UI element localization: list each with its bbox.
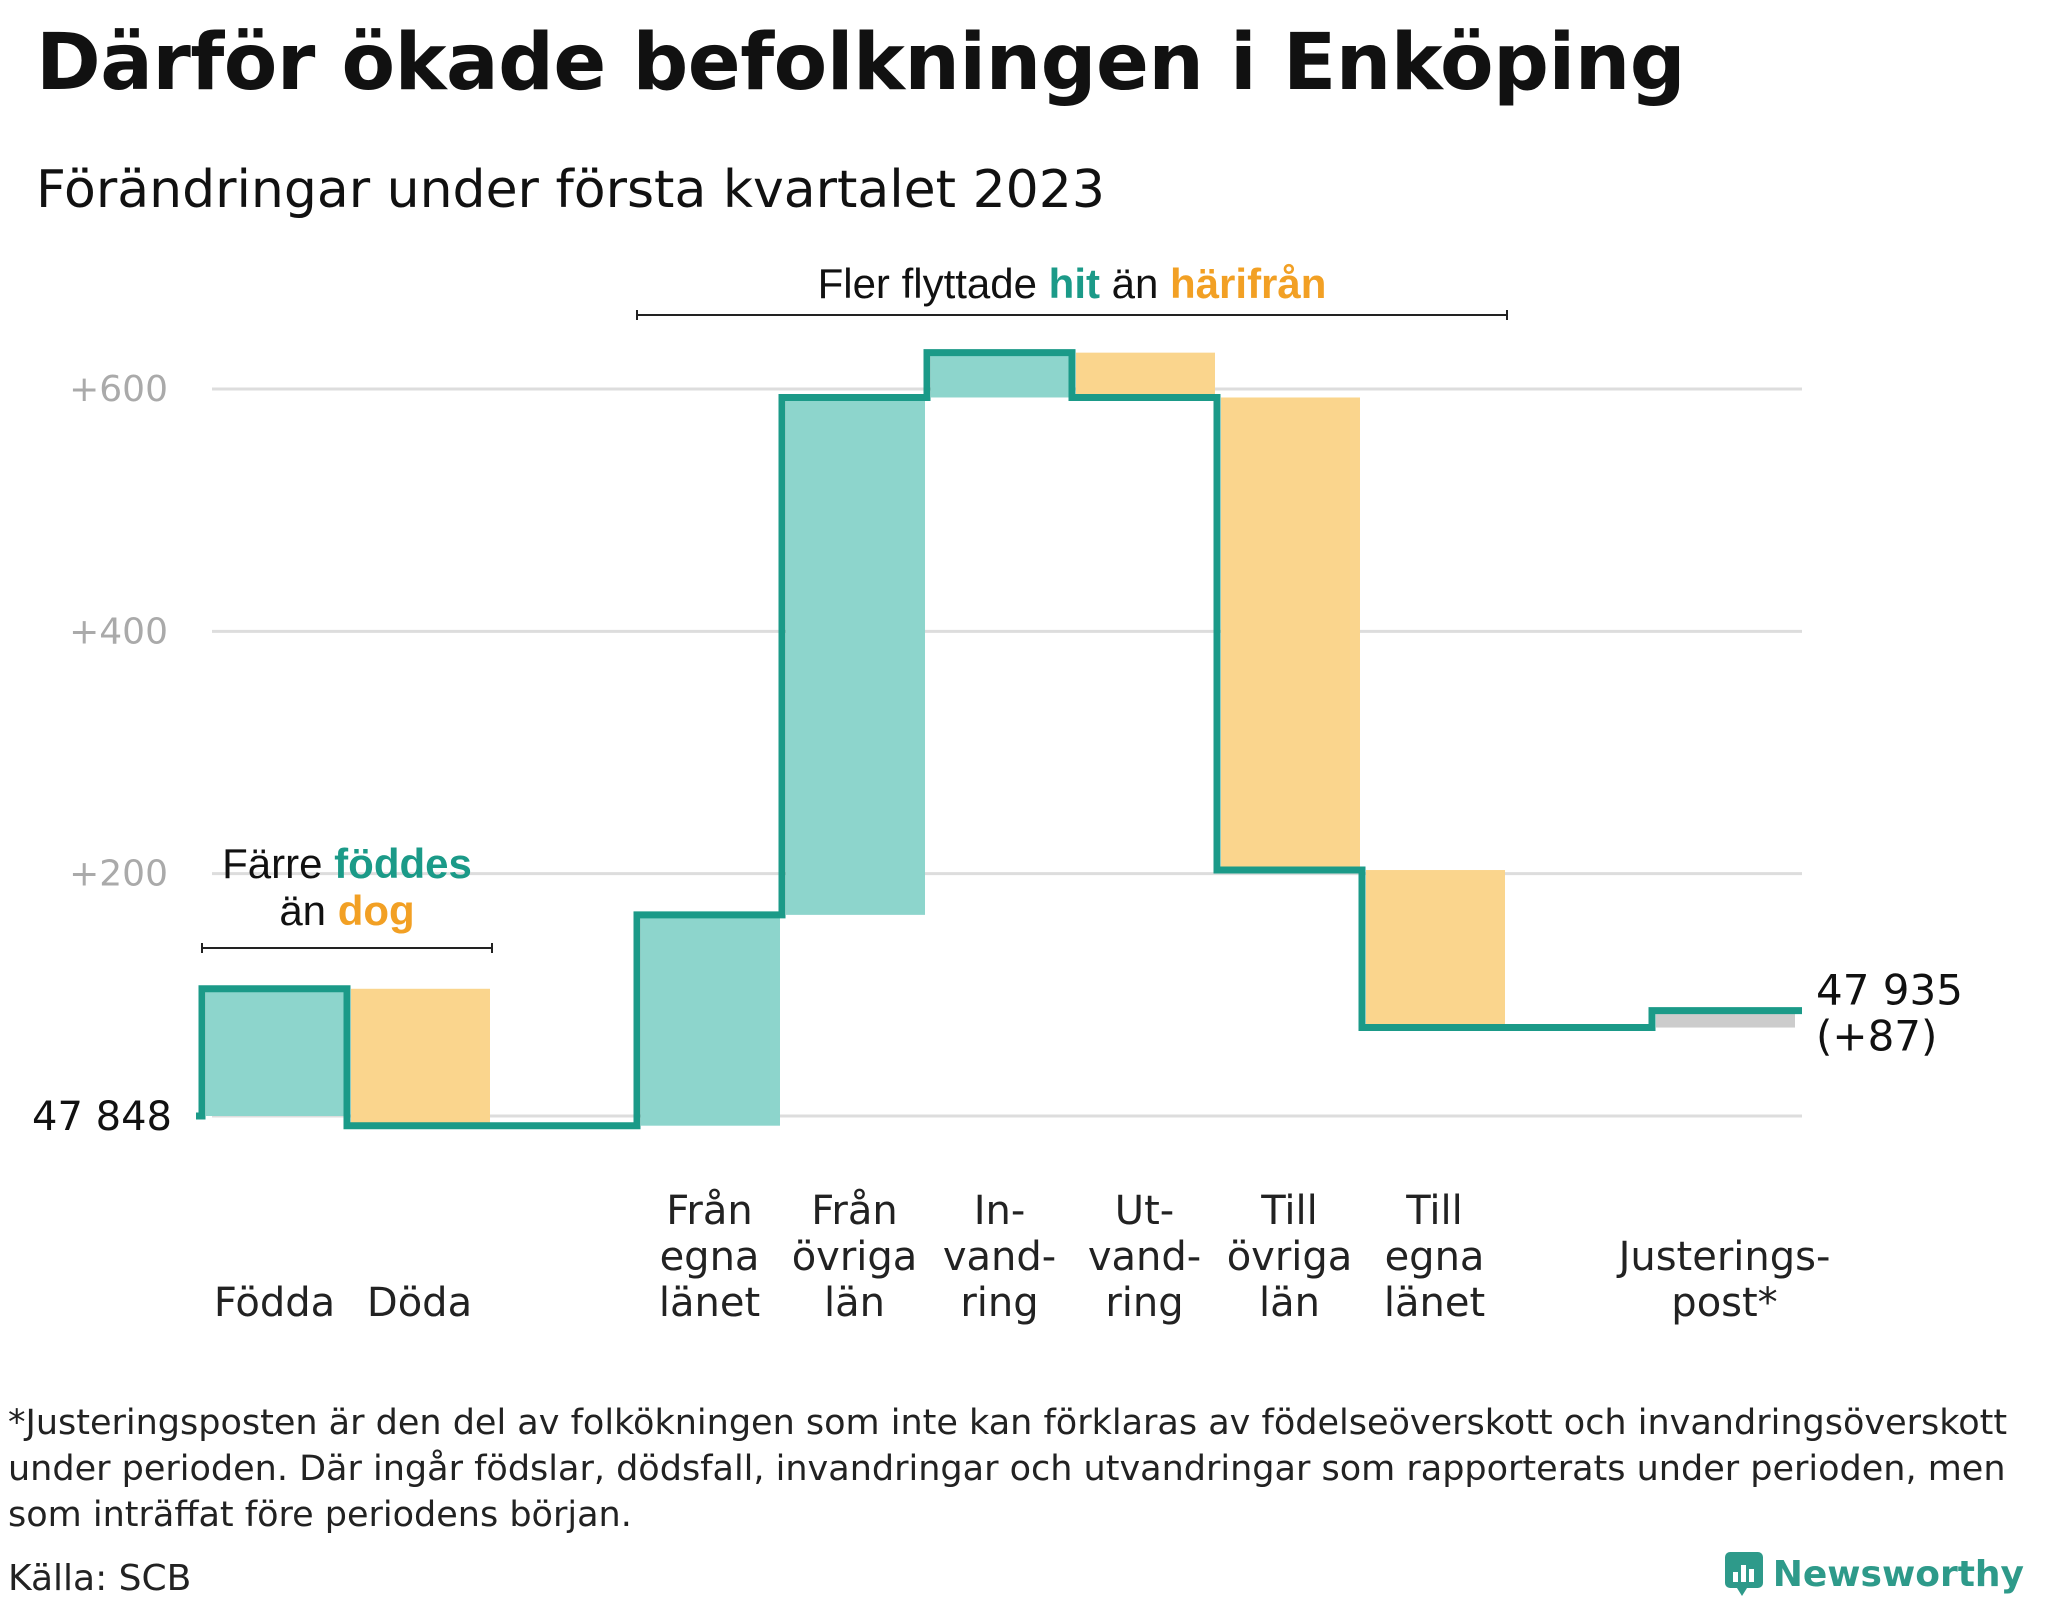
x-category-label: län xyxy=(824,1280,885,1326)
x-category-label: egna xyxy=(1385,1234,1485,1280)
brand-name: Newsworthy xyxy=(1772,1553,2024,1595)
x-category-label: Döda xyxy=(367,1280,472,1326)
annotation-births-deaths-line2: än dog xyxy=(279,887,414,934)
waterfall-bar xyxy=(1366,870,1505,1028)
waterfall-bar xyxy=(1076,352,1215,398)
x-category-label: egna xyxy=(660,1234,760,1280)
annotation-text-part: Fler flyttade xyxy=(818,260,1049,307)
x-category-label: Till xyxy=(1405,1188,1463,1234)
x-category-label: övriga xyxy=(792,1234,918,1280)
chart-title: Därför ökade befolkningen i Enköping xyxy=(36,18,1686,108)
annotation-migration: Fler flyttade hit än härifrån xyxy=(818,260,1327,307)
waterfall-bar xyxy=(206,988,345,1116)
y-tick-label: +200 xyxy=(69,854,168,895)
annotation-text-part: hit xyxy=(1049,260,1100,307)
y-tick-label: +600 xyxy=(69,369,168,410)
x-category-label: Justerings- xyxy=(1616,1234,1831,1280)
start-value-label: 47 848 xyxy=(32,1094,172,1140)
cumulative-step-line xyxy=(196,349,1802,1130)
annotation-text-part: Färre xyxy=(222,840,334,887)
x-category-label: länet xyxy=(1384,1280,1485,1326)
annotation-text-part: än xyxy=(1100,260,1170,307)
annotation-births-deaths-line1: Färre föddes xyxy=(222,840,472,887)
x-category-label: Ut- xyxy=(1115,1188,1174,1234)
x-category-label: länet xyxy=(659,1280,760,1326)
end-change-label: (+87) xyxy=(1816,1012,1937,1061)
waterfall-bar xyxy=(641,914,780,1126)
x-category-label: vand- xyxy=(943,1234,1056,1280)
x-category-label: Från xyxy=(666,1188,752,1234)
footnote: *Justeringsposten är den del av folkökni… xyxy=(8,1403,2008,1535)
annotation-text-part: föddes xyxy=(334,840,472,887)
x-category-label: län xyxy=(1259,1280,1320,1326)
annotation-text-part: härifrån xyxy=(1170,260,1326,307)
x-category-label: In- xyxy=(974,1188,1026,1234)
y-tick-label: +400 xyxy=(69,611,168,652)
x-category-label: ring xyxy=(1105,1280,1183,1326)
waterfall-bar xyxy=(931,352,1070,398)
waterfall-bar xyxy=(786,397,925,915)
x-category-label: Födda xyxy=(214,1280,335,1326)
x-category-label: Från xyxy=(811,1188,897,1234)
chart-subtitle: Förändringar under första kvartalet 2023 xyxy=(36,160,1105,220)
waterfall-bar xyxy=(1221,397,1360,871)
waterfall-bar xyxy=(351,988,490,1126)
x-category-label: övriga xyxy=(1227,1234,1353,1280)
source-label: Källa: SCB xyxy=(8,1558,192,1599)
waterfall-bar xyxy=(1656,1010,1795,1028)
x-category-label: vand- xyxy=(1088,1234,1201,1280)
annotation-text-part: dog xyxy=(338,887,415,934)
end-value-label: 47 935 xyxy=(1816,966,1963,1015)
newsworthy-icon xyxy=(1724,1552,1763,1596)
x-category-label: Till xyxy=(1260,1188,1318,1234)
brand-logo: Newsworthy xyxy=(1723,1550,2024,1598)
annotation-text-part: än xyxy=(279,887,337,934)
x-category-label: post* xyxy=(1671,1280,1777,1326)
x-category-label: ring xyxy=(960,1280,1038,1326)
